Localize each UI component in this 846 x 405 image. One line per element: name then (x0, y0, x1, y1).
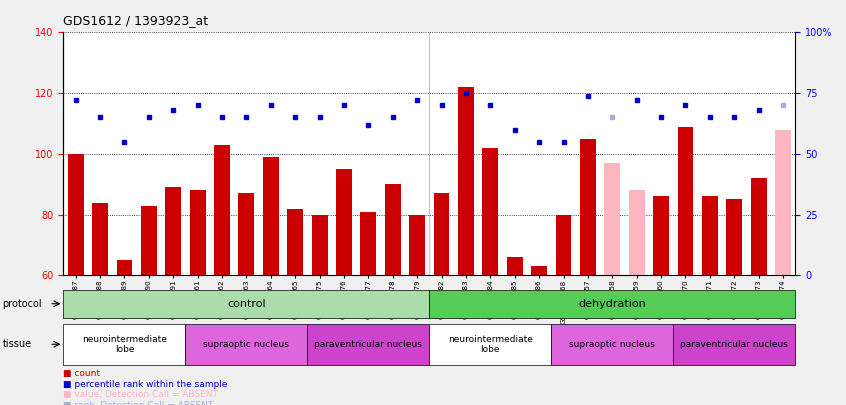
Bar (552, 324, 673, 364)
Bar (429, 324, 552, 364)
Bar (141, 206, 157, 275)
Text: supraoptic nucleus: supraoptic nucleus (203, 340, 289, 349)
Bar (750, 178, 766, 275)
Bar (702, 196, 717, 275)
Text: ■ count: ■ count (63, 369, 101, 378)
Bar (63, 290, 429, 318)
Bar (185, 324, 307, 364)
Text: control: control (227, 299, 266, 309)
Bar (434, 194, 449, 275)
Text: paraventricular nucleus: paraventricular nucleus (315, 340, 422, 349)
Bar (727, 200, 742, 275)
Bar (409, 215, 425, 275)
Bar (165, 187, 181, 275)
Text: neurointermediate
lobe: neurointermediate lobe (82, 335, 167, 354)
Text: paraventricular nucleus: paraventricular nucleus (680, 340, 788, 349)
Text: tissue: tissue (3, 339, 31, 349)
Text: ■ rank, Detection Call = ABSENT: ■ rank, Detection Call = ABSENT (63, 401, 214, 405)
Bar (214, 145, 230, 275)
Bar (63, 324, 185, 364)
Text: ■ value, Detection Call = ABSENT: ■ value, Detection Call = ABSENT (63, 390, 218, 399)
Bar (482, 148, 498, 275)
Bar (263, 157, 278, 275)
Bar (385, 184, 401, 275)
Bar (190, 190, 206, 275)
Bar (556, 215, 571, 275)
Bar (239, 194, 255, 275)
Text: protocol: protocol (3, 299, 42, 309)
Bar (336, 169, 352, 275)
Bar (288, 209, 303, 275)
Bar (673, 324, 795, 364)
Text: GDS1612 / 1393923_at: GDS1612 / 1393923_at (63, 14, 209, 27)
Bar (507, 257, 523, 275)
Bar (311, 215, 327, 275)
Bar (117, 260, 132, 275)
Bar (429, 290, 795, 318)
Text: neurointermediate
lobe: neurointermediate lobe (448, 335, 533, 354)
Bar (775, 130, 791, 275)
Text: supraoptic nucleus: supraoptic nucleus (569, 340, 656, 349)
Bar (629, 190, 645, 275)
Text: ■ percentile rank within the sample: ■ percentile rank within the sample (63, 380, 228, 389)
Bar (92, 202, 108, 275)
Bar (678, 126, 694, 275)
Bar (307, 324, 429, 364)
Bar (458, 87, 474, 275)
Bar (531, 266, 547, 275)
Bar (360, 211, 376, 275)
Text: dehydration: dehydration (579, 299, 646, 309)
Bar (604, 163, 620, 275)
Bar (580, 139, 596, 275)
Bar (68, 154, 84, 275)
Bar (653, 196, 669, 275)
